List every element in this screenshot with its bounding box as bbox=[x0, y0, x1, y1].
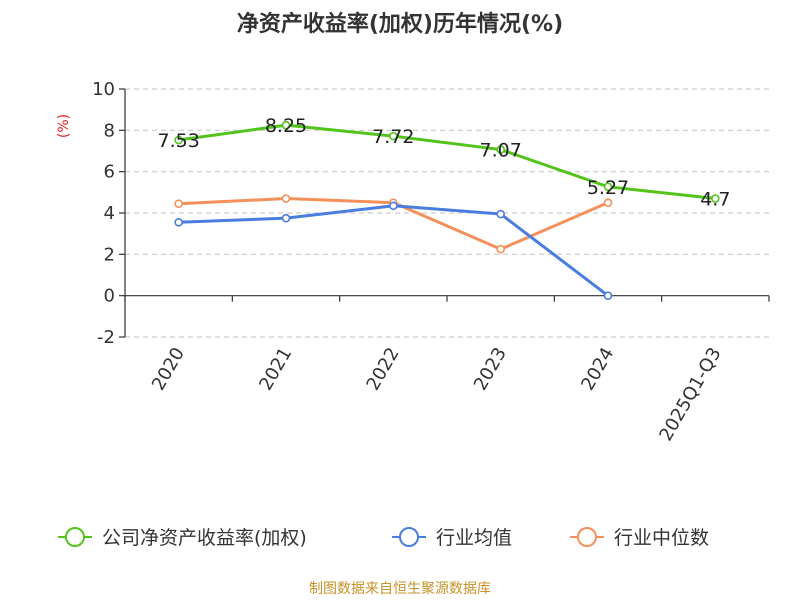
data-point bbox=[389, 131, 398, 141]
x-tick-label: 2021 bbox=[255, 344, 296, 394]
data-point bbox=[496, 145, 505, 154]
legend-marker bbox=[399, 527, 419, 547]
x-tick-label: 2020 bbox=[148, 344, 189, 394]
y-tick-label: 10 bbox=[92, 79, 115, 100]
chart-title: 净资产收益率(加权)历年情况(%) bbox=[237, 11, 563, 37]
x-tick-label: 2023 bbox=[470, 344, 511, 394]
series-line-0 bbox=[178, 123, 716, 201]
axes bbox=[124, 89, 770, 337]
y-tick-label: 0 bbox=[104, 286, 115, 307]
legend: 公司净资产收益率(加权) 行业均值 行业中位数 bbox=[58, 527, 709, 549]
data-label: 4.7 bbox=[700, 189, 730, 211]
series-line-1 bbox=[178, 204, 609, 297]
legend-label: 行业均值 bbox=[436, 527, 512, 549]
data-point bbox=[603, 198, 613, 207]
data-point bbox=[174, 218, 183, 227]
legend-label: 公司净资产收益率(加权) bbox=[102, 527, 307, 549]
legend-marker bbox=[65, 527, 85, 547]
x-tick-label: 2025Q1-Q3 bbox=[655, 344, 725, 445]
source-note: 制图数据来自恒生聚源数据库 bbox=[309, 581, 491, 597]
data-point bbox=[603, 291, 613, 300]
data-point bbox=[389, 201, 398, 211]
y-tick-label: 8 bbox=[104, 120, 115, 141]
data-point bbox=[174, 135, 183, 145]
legend-item-2: 行业中位数 bbox=[570, 527, 709, 549]
legend-item-1: 行业均值 bbox=[392, 527, 512, 549]
data-point bbox=[711, 194, 720, 203]
data-label: 5.27 bbox=[587, 177, 629, 199]
data-label: 7.53 bbox=[158, 130, 200, 152]
y-tick-label: 6 bbox=[104, 162, 115, 183]
data-point bbox=[496, 209, 505, 219]
data-labels: 7.53 8.25 7.72 7.07 5.27 4.7 bbox=[158, 115, 731, 210]
data-point bbox=[496, 244, 505, 254]
data-point bbox=[281, 194, 291, 203]
data-label: 8.25 bbox=[265, 115, 307, 137]
data-label: 7.72 bbox=[372, 126, 414, 148]
legend-marker bbox=[577, 527, 597, 547]
data-point bbox=[174, 199, 183, 208]
legend-label: 行业中位数 bbox=[614, 527, 709, 549]
y-tick-label: 4 bbox=[104, 203, 115, 224]
x-tick-label: 2024 bbox=[577, 344, 618, 394]
y-ticks: 10 8 6 4 2 0 -2 bbox=[92, 79, 125, 348]
y-tick-label: -2 bbox=[97, 327, 115, 348]
series-lines bbox=[174, 120, 720, 300]
data-point bbox=[281, 213, 291, 223]
y-tick-label: 2 bbox=[104, 244, 115, 265]
x-tick-label: 2022 bbox=[363, 344, 404, 394]
y-axis-label: (%) bbox=[56, 114, 72, 138]
data-point bbox=[281, 120, 291, 130]
legend-item-0: 公司净资产收益率(加权) bbox=[58, 527, 307, 549]
x-ticks: 2020 2021 2022 2023 2024 2025Q1-Q3 bbox=[148, 344, 726, 445]
data-point bbox=[603, 182, 613, 192]
data-label: 7.07 bbox=[480, 140, 522, 162]
